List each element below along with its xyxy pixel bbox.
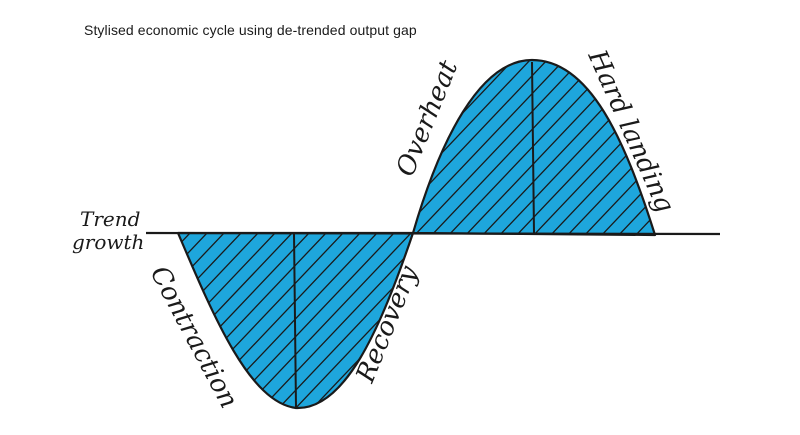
- growth-label: growth: [72, 230, 144, 254]
- peak-divider-line: [531, 61, 535, 234]
- trend-growth-line: [145, 231, 721, 236]
- hatch-line: [274, 233, 413, 409]
- hatch-line: [240, 233, 413, 409]
- hatch-line: [581, 60, 655, 235]
- hatch-line: [615, 60, 655, 235]
- hatch-line: [413, 60, 536, 235]
- hatch-line: [413, 60, 587, 235]
- hatch-line: [513, 60, 655, 235]
- hatch-line: [530, 60, 655, 235]
- hatch-line: [413, 60, 553, 235]
- hatch-line: [257, 233, 413, 409]
- page-title: Stylised economic cycle using de-trended…: [84, 22, 417, 38]
- hatch-line: [178, 233, 179, 409]
- trend-label: Trend: [80, 207, 140, 231]
- hatch-line: [178, 233, 315, 409]
- hatch-line: [393, 233, 413, 409]
- hatch-line: [598, 60, 655, 235]
- hatch-line: [410, 233, 413, 409]
- hatch-line: [291, 233, 413, 409]
- hatch-line: [428, 60, 604, 235]
- hatch-line: [649, 60, 655, 235]
- hatch-line: [0, 228, 161, 412]
- trough-divider-line: [293, 232, 297, 409]
- hatch-line: [178, 233, 230, 409]
- hatch-line: [413, 60, 417, 235]
- hatch-line: [178, 233, 264, 409]
- hatch-line: [225, 55, 399, 238]
- hatch-line: [178, 233, 247, 409]
- hatch-line: [413, 60, 570, 235]
